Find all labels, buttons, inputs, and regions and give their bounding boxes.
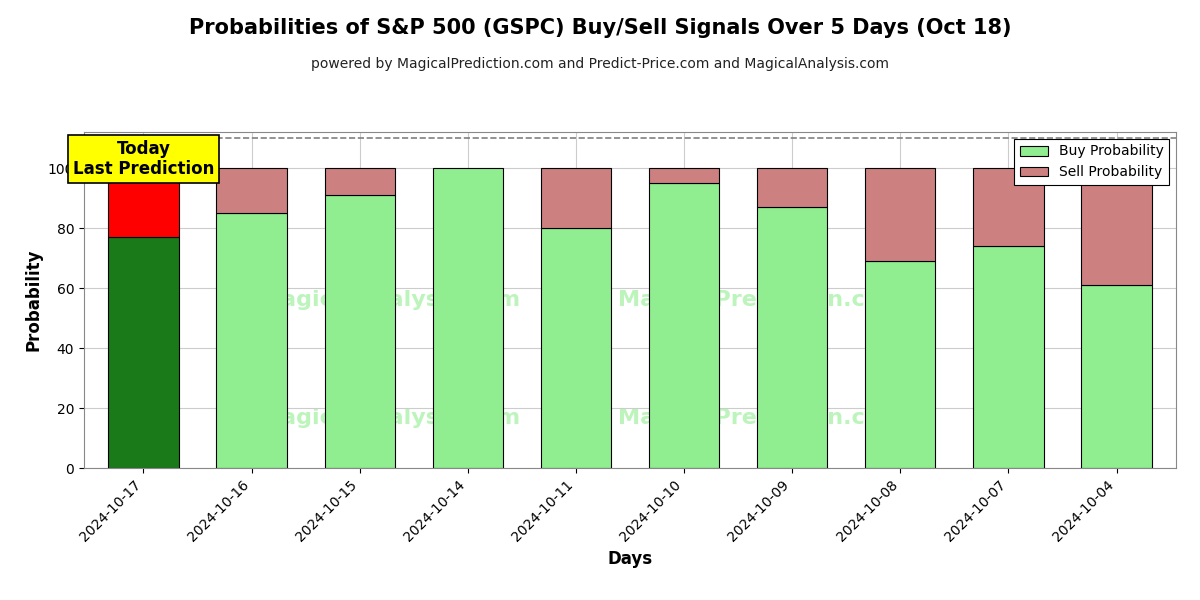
- Bar: [649, 183, 719, 468]
- Bar: [541, 168, 611, 228]
- Text: powered by MagicalPrediction.com and Predict-Price.com and MagicalAnalysis.com: powered by MagicalPrediction.com and Pre…: [311, 57, 889, 71]
- Text: Probabilities of S&P 500 (GSPC) Buy/Sell Signals Over 5 Days (Oct 18): Probabilities of S&P 500 (GSPC) Buy/Sell…: [188, 18, 1012, 38]
- Text: MagicalPrediction.com: MagicalPrediction.com: [618, 407, 904, 428]
- Bar: [324, 168, 395, 195]
- Bar: [108, 237, 179, 468]
- Text: MagicalPrediction.com: MagicalPrediction.com: [618, 290, 904, 310]
- Bar: [865, 168, 936, 261]
- Bar: [324, 195, 395, 468]
- Bar: [757, 168, 827, 207]
- X-axis label: Days: Days: [607, 550, 653, 568]
- Legend: Buy Probability, Sell Probability: Buy Probability, Sell Probability: [1014, 139, 1169, 185]
- Bar: [216, 213, 287, 468]
- Bar: [865, 261, 936, 468]
- Bar: [973, 246, 1044, 468]
- Text: MagicalAnalysis.com: MagicalAnalysis.com: [259, 407, 521, 428]
- Bar: [973, 168, 1044, 246]
- Bar: [216, 168, 287, 213]
- Bar: [649, 168, 719, 183]
- Bar: [108, 168, 179, 237]
- Bar: [541, 228, 611, 468]
- Text: MagicalAnalysis.com: MagicalAnalysis.com: [259, 290, 521, 310]
- Text: Today
Last Prediction: Today Last Prediction: [73, 139, 214, 178]
- Y-axis label: Probability: Probability: [24, 249, 42, 351]
- Bar: [433, 168, 503, 468]
- Bar: [1081, 285, 1152, 468]
- Bar: [1081, 168, 1152, 285]
- Bar: [757, 207, 827, 468]
